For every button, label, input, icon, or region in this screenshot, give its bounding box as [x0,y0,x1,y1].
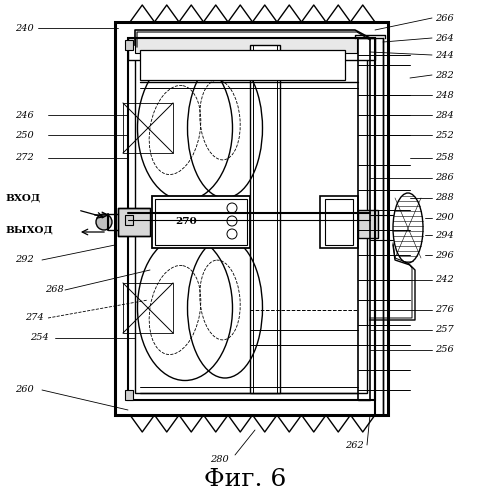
Circle shape [96,214,112,230]
Text: 282: 282 [435,70,454,79]
Bar [140,50,345,80]
Text: 292: 292 [15,255,34,264]
Bar [135,38,357,53]
Bar [358,210,378,238]
Bar [123,103,173,153]
Bar [115,22,388,415]
Text: 240: 240 [15,23,34,32]
Text: ВЫХОД: ВЫХОД [5,226,53,235]
Text: 257: 257 [435,325,454,334]
Text: 248: 248 [435,90,454,99]
Text: 294: 294 [435,231,454,240]
Bar [125,40,133,50]
Bar [152,196,250,248]
Text: 244: 244 [435,50,454,59]
Text: 260: 260 [15,386,34,395]
Bar [155,199,247,245]
Bar [118,208,150,236]
Bar [128,38,375,400]
Bar [250,45,280,393]
Text: 252: 252 [435,131,454,140]
Bar [123,283,173,333]
Text: 254: 254 [30,333,49,342]
Bar [253,45,277,393]
Text: 280: 280 [210,456,229,465]
Bar [320,196,358,248]
Text: 266: 266 [435,13,454,22]
Text: Фиг. 6: Фиг. 6 [204,469,286,492]
Text: 274: 274 [25,313,44,322]
Bar [125,390,133,400]
Text: 262: 262 [345,441,364,450]
Text: 258: 258 [435,154,454,163]
Text: 286: 286 [435,174,454,183]
Text: 276: 276 [435,305,454,314]
Text: 288: 288 [435,194,454,203]
Text: 284: 284 [435,110,454,119]
Text: 242: 242 [435,275,454,284]
Bar [128,38,375,60]
Text: 256: 256 [435,345,454,354]
Text: 270: 270 [175,218,197,227]
Text: 268: 268 [45,285,64,294]
Text: 272: 272 [15,154,34,163]
Text: ВХОД: ВХОД [5,194,40,203]
Text: 246: 246 [15,110,34,119]
Bar [325,199,353,245]
Text: 250: 250 [15,131,34,140]
Text: 264: 264 [435,33,454,42]
Bar [125,215,133,225]
Text: 290: 290 [435,214,454,223]
Bar [135,45,367,393]
Text: 296: 296 [435,250,454,259]
